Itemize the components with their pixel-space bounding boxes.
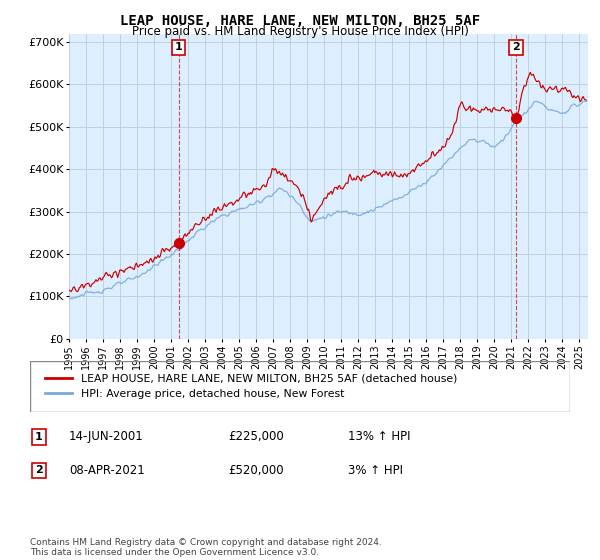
Legend: LEAP HOUSE, HARE LANE, NEW MILTON, BH25 5AF (detached house), HPI: Average price: LEAP HOUSE, HARE LANE, NEW MILTON, BH25 … [41, 370, 461, 403]
Text: LEAP HOUSE, HARE LANE, NEW MILTON, BH25 5AF: LEAP HOUSE, HARE LANE, NEW MILTON, BH25 … [120, 14, 480, 28]
Text: 3% ↑ HPI: 3% ↑ HPI [348, 464, 403, 477]
Text: 1: 1 [35, 432, 43, 442]
Text: 08-APR-2021: 08-APR-2021 [69, 464, 145, 477]
Text: 14-JUN-2001: 14-JUN-2001 [69, 430, 144, 444]
Text: £225,000: £225,000 [228, 430, 284, 444]
Text: 13% ↑ HPI: 13% ↑ HPI [348, 430, 410, 444]
Text: Price paid vs. HM Land Registry's House Price Index (HPI): Price paid vs. HM Land Registry's House … [131, 25, 469, 38]
Text: 2: 2 [512, 43, 520, 52]
Text: 2: 2 [35, 465, 43, 475]
Text: Contains HM Land Registry data © Crown copyright and database right 2024.
This d: Contains HM Land Registry data © Crown c… [30, 538, 382, 557]
Text: 1: 1 [175, 43, 182, 52]
Text: £520,000: £520,000 [228, 464, 284, 477]
